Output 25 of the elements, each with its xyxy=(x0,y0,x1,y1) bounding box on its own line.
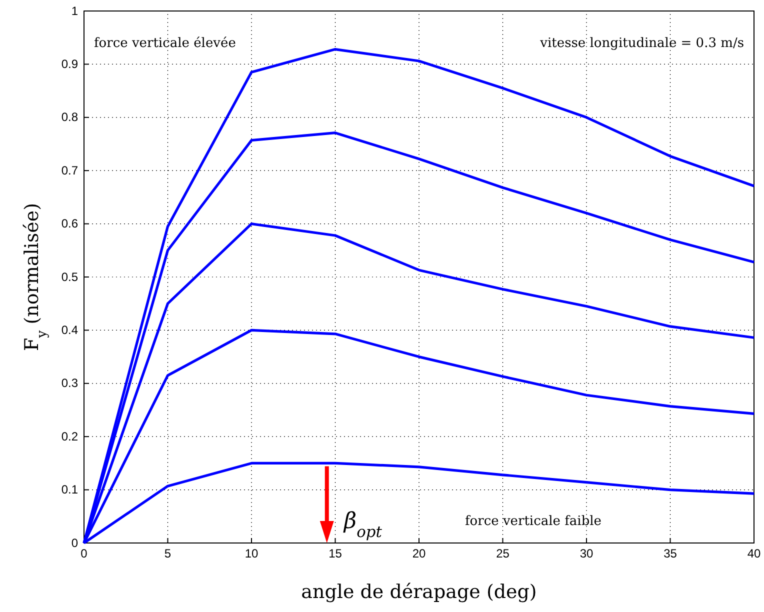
annotation: vitesse longitudinale = 0.3 m/s xyxy=(539,36,744,51)
annotation: force verticale élevée xyxy=(94,36,236,51)
y-tick-label: 0.2 xyxy=(61,429,78,444)
x-tick-label: 40 xyxy=(747,546,761,561)
x-tick-label: 20 xyxy=(412,546,426,561)
y-tick-label: 0.5 xyxy=(61,270,78,284)
annotation: force verticale faible xyxy=(465,514,602,529)
x-tick-label: 25 xyxy=(496,546,510,561)
x-axis-title: angle de dérapage (deg) xyxy=(301,581,537,603)
y-tick-label: 0.7 xyxy=(61,163,78,178)
x-tick-label: 5 xyxy=(164,546,172,561)
x-tick-label: 35 xyxy=(664,546,678,561)
y-tick-label: 0.1 xyxy=(61,482,78,497)
y-tick-label: 0.3 xyxy=(61,376,78,390)
x-tick-label: 10 xyxy=(244,546,258,561)
x-tick-label: 15 xyxy=(328,546,342,561)
y-tick-label: 0.8 xyxy=(61,110,78,124)
y-tick-label: 0.9 xyxy=(61,57,78,72)
x-tick-label: 30 xyxy=(580,546,594,561)
y-tick-label: 0.6 xyxy=(61,216,78,231)
annotation: β$_{opt}$ xyxy=(342,509,383,541)
x-tick-label: 0 xyxy=(80,546,88,561)
y-tick-label: 0 xyxy=(71,536,78,550)
y-tick-label: 1 xyxy=(71,4,78,18)
y-tick-label: 0.4 xyxy=(61,323,78,338)
